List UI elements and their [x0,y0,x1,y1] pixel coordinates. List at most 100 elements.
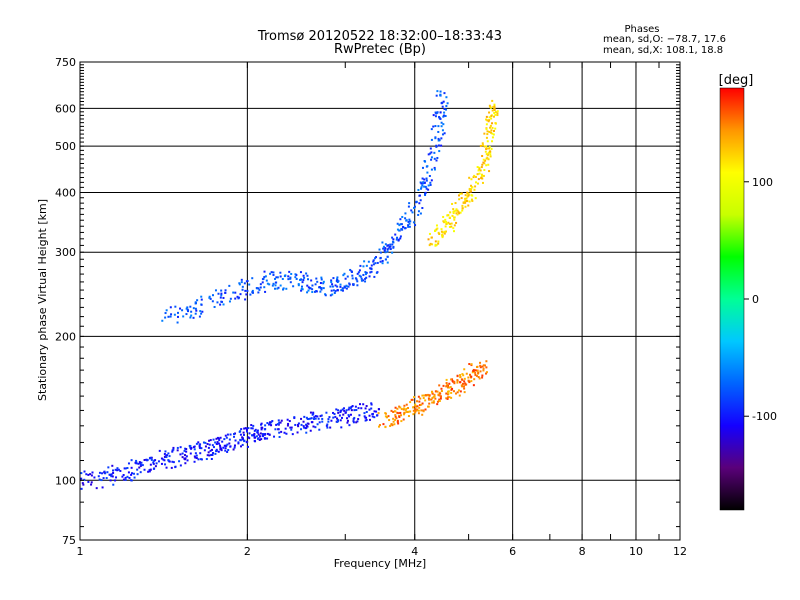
colorbar-tick-label: -100 [752,410,777,423]
data-point [407,205,410,208]
data-point [324,293,327,296]
data-point [320,276,323,279]
data-point [340,426,343,429]
y-tick-label: 750 [55,56,76,69]
data-point [303,276,306,279]
data-point [493,105,496,108]
data-point [488,170,491,173]
data-point [374,256,377,259]
data-point [140,461,143,464]
data-point [305,424,308,427]
data-point [412,221,415,224]
data-point [345,287,348,290]
data-point [356,272,359,275]
x-tick-label: 10 [629,545,643,558]
data-point [459,375,462,378]
data-point [247,427,250,430]
data-point [482,174,485,177]
data-point [304,427,307,430]
data-point [302,425,305,428]
data-point [332,411,335,414]
data-point [109,479,112,482]
data-point [186,459,189,462]
data-point [257,291,260,294]
data-point [436,90,439,93]
data-point [102,477,105,480]
data-point [294,276,297,279]
data-point [219,446,222,449]
data-point [337,280,340,283]
data-point [489,106,492,109]
data-point [441,133,444,136]
data-point [197,441,200,444]
data-point [396,407,399,410]
data-point [117,468,120,471]
x-axis-label: Frequency [MHz] [334,557,426,570]
data-point [314,417,317,420]
data-point [279,275,282,278]
data-point [427,405,430,408]
data-point [416,409,419,412]
data-point [277,419,280,422]
data-point [176,446,179,449]
data-point [488,145,491,148]
data-point [427,153,430,156]
data-point [116,467,119,470]
data-point [85,473,88,476]
data-point [409,410,412,413]
data-point [438,150,441,153]
data-point [251,291,254,294]
data-point [348,424,351,427]
data-point [485,145,488,148]
data-point [246,429,249,432]
data-point [277,286,280,289]
data-point [336,279,339,282]
data-point [437,125,440,128]
data-point [271,284,274,287]
data-point [341,289,344,292]
data-point [365,264,368,267]
plot-frame [79,61,681,541]
data-point [464,382,467,385]
data-point [481,181,484,184]
data-point [266,282,269,285]
data-point [307,422,310,425]
data-point [195,454,198,457]
data-point [414,408,417,411]
data-point [459,381,462,384]
data-point [279,284,282,287]
data-point [285,432,288,435]
data-point [465,200,468,203]
data-point [384,243,387,246]
data-point [442,100,445,103]
data-point [349,268,352,271]
data-point [352,417,355,420]
data-point [422,394,425,397]
data-point [336,278,339,281]
data-point [445,96,448,99]
data-point [365,419,368,422]
data-point [459,192,462,195]
data-point [375,410,378,413]
data-point [405,411,408,414]
data-point [200,312,203,315]
data-point [467,379,470,382]
data-point [411,211,414,214]
data-point [413,396,416,399]
data-point [422,181,425,184]
data-point [489,155,492,158]
data-point [449,222,452,225]
plot-grid [80,62,680,540]
data-point [378,424,381,427]
data-point [415,405,418,408]
data-point [167,315,170,318]
data-point [311,288,314,291]
data-point [90,474,93,477]
data-point [462,374,465,377]
data-point [388,245,391,248]
data-point [437,242,440,245]
data-point [399,223,402,226]
data-point [342,413,345,416]
data-point [244,298,247,301]
data-point [80,472,83,475]
